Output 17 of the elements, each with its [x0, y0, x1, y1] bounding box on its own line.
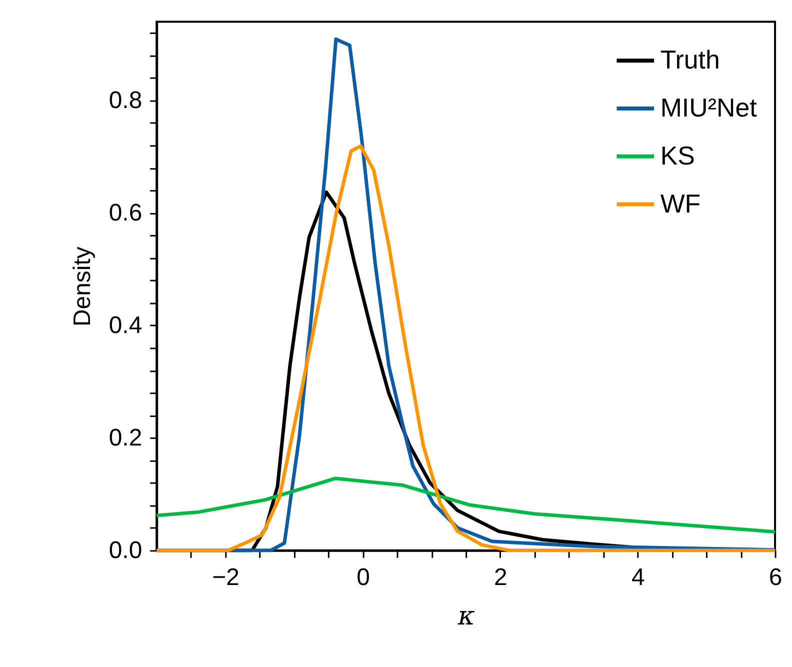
y-tick-label: 0.0 — [108, 536, 142, 564]
x-tick-label: 2 — [494, 564, 508, 591]
legend-label: MIU²Net — [660, 94, 758, 123]
legend-label: Truth — [660, 46, 720, 75]
y-tick-label: 0.8 — [108, 86, 142, 114]
x-tick-label: 4 — [631, 564, 645, 591]
line-series — [154, 476, 777, 534]
x-tick-label: 0 — [356, 564, 370, 591]
x-axis-title: κ — [456, 602, 475, 632]
x-tick-label: −2 — [212, 564, 240, 591]
y-axis-title: Density — [68, 246, 96, 326]
y-tick-label: 0.6 — [108, 199, 142, 226]
y-tick-label: 0.2 — [108, 424, 142, 452]
x-tick-label: 6 — [768, 564, 782, 591]
legend-label: WF — [660, 190, 701, 218]
legend-label: KS — [660, 142, 695, 170]
y-tick-label: 0.4 — [108, 312, 142, 339]
